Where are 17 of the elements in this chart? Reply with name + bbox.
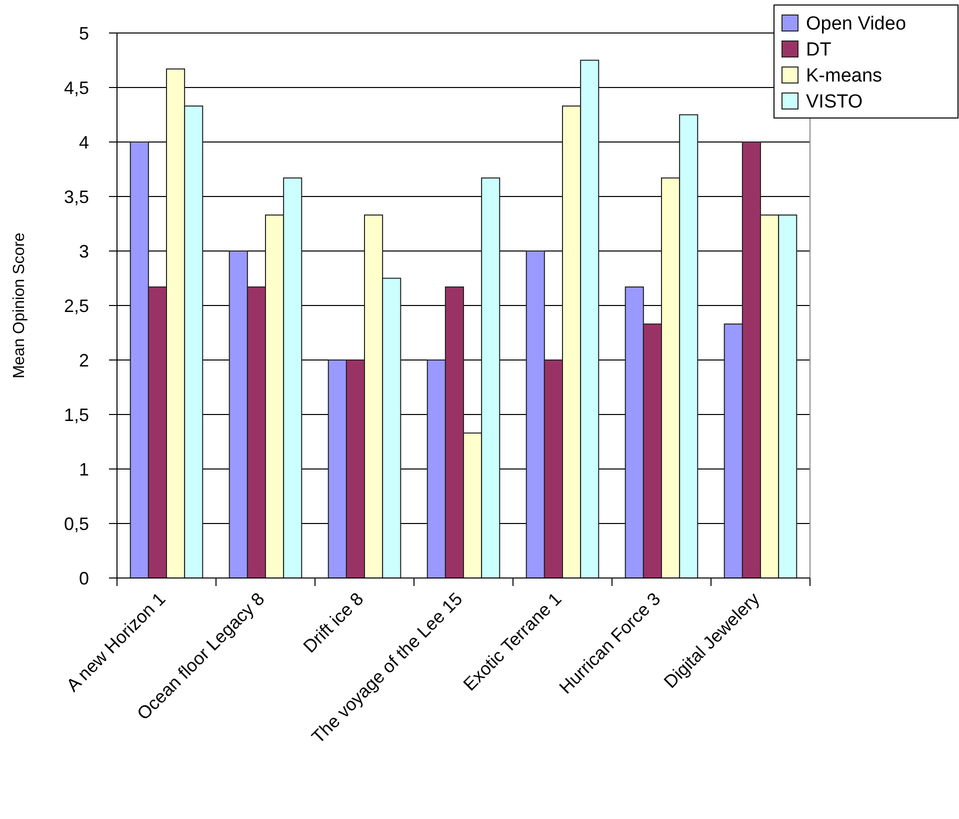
y-tick-label: 0 [78,568,89,588]
y-tick-label: 5 [78,23,89,44]
y-tick-label: 2 [78,350,89,370]
y-tick-label: 3 [78,241,89,262]
legend-label: VISTO [806,92,863,113]
y-tick-label: 1,5 [64,404,89,425]
y-tick-label: 4,5 [64,78,89,98]
legend-label: K-means [806,66,882,87]
legend-label: Open Video [806,14,906,35]
y-tick-label: 2,5 [64,296,89,316]
y-tick-label: 1 [78,459,89,480]
y-tick-label: 4 [78,132,89,152]
x-tick-label: Drift ice 8 [299,588,368,657]
y-tick-label: 0,5 [64,514,89,534]
y-tick-label: 3,5 [64,186,89,207]
y-axis-title: Mean Opinion Score [11,232,28,378]
legend-label: DT [806,40,832,61]
